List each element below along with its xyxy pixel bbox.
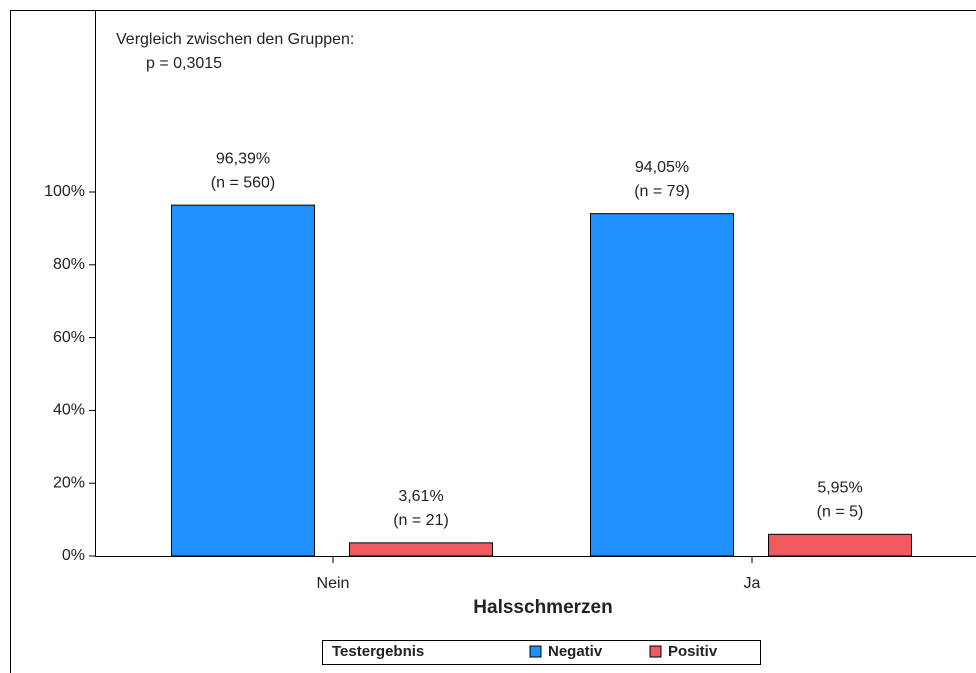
legend-label: Positiv xyxy=(668,643,718,660)
x-tick-label: Ja xyxy=(744,575,761,592)
value-label: 3,61% xyxy=(398,488,443,505)
y-tick-label: 20% xyxy=(53,474,85,491)
y-tick-label: 100% xyxy=(44,183,85,200)
y-tick-label: 0% xyxy=(62,547,85,564)
bar xyxy=(768,533,912,557)
legend-swatch xyxy=(649,645,662,658)
bar xyxy=(590,213,734,557)
value-label: 5,95% xyxy=(817,480,862,497)
count-label: (n = 79) xyxy=(634,183,690,200)
legend-title: Testergebnis xyxy=(332,643,424,660)
value-label: 94,05% xyxy=(635,159,689,176)
bar xyxy=(171,204,315,557)
annotation: Vergleich zwischen den Gruppen: xyxy=(116,31,354,48)
count-label: (n = 560) xyxy=(211,174,275,191)
annotation: p = 0,3015 xyxy=(146,55,222,72)
y-tick-label: 80% xyxy=(53,256,85,273)
value-label: 96,39% xyxy=(216,150,270,167)
count-label: (n = 5) xyxy=(817,504,864,521)
count-label: (n = 21) xyxy=(393,512,449,529)
legend-swatch xyxy=(529,645,542,658)
bar xyxy=(349,542,493,557)
y-tick-label: 40% xyxy=(53,402,85,419)
x-axis-title: Halsschmerzen xyxy=(473,597,612,618)
x-tick-label: Nein xyxy=(317,575,350,592)
y-tick-label: 60% xyxy=(53,329,85,346)
legend-label: Negativ xyxy=(548,643,603,660)
